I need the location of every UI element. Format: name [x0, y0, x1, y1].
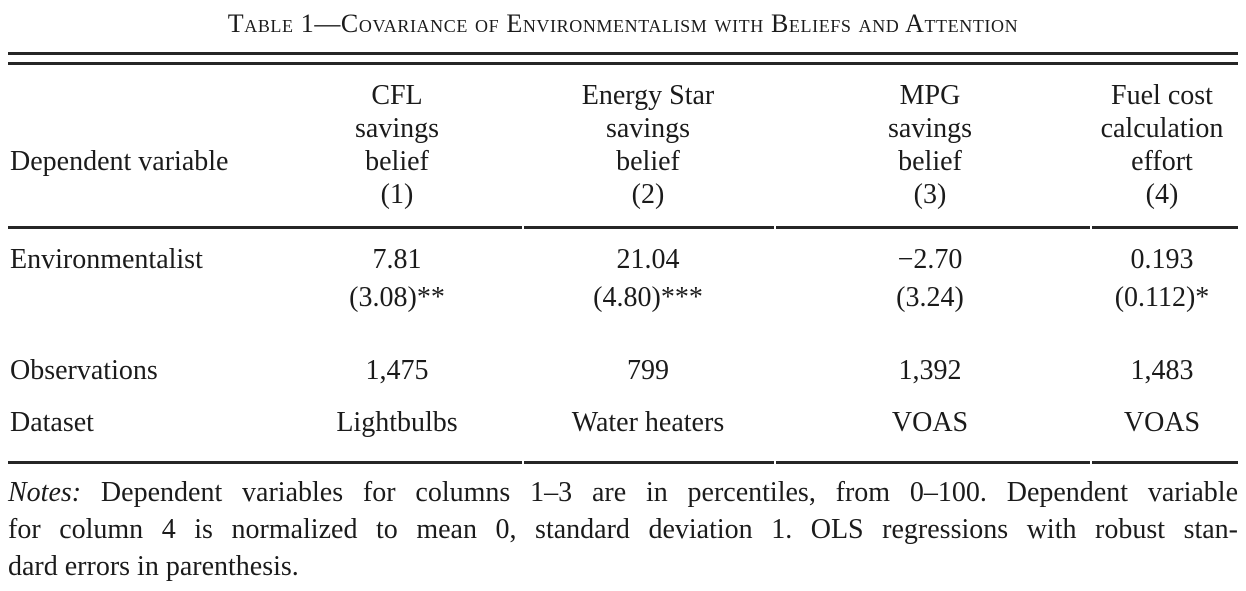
col1-line1: CFL [371, 80, 423, 111]
col4-line1: Fuel cost [1111, 80, 1213, 111]
row-label: Dataset [10, 407, 94, 438]
rule-segment [1092, 226, 1238, 229]
environmentalist-stderr-row: (3.08)** (4.80)*** (3.24) (0.112)* [8, 276, 1238, 314]
coef-cell: 21.04 [616, 244, 680, 275]
header-table: Dependent variable CFL savings belief (1… [8, 79, 1238, 211]
col1-line3: belief [365, 146, 429, 177]
observations-cell: 799 [627, 355, 669, 386]
dataset-cell: Lightbulbs [336, 407, 458, 438]
stderr-cell: (3.08)** [349, 282, 445, 313]
dataset-cell: Water heaters [571, 407, 725, 438]
observations-cell: 1,475 [365, 355, 429, 386]
col3-line3: belief [898, 146, 962, 177]
col4-number: (4) [1145, 179, 1179, 210]
stderr-cell: (3.24) [896, 282, 964, 313]
rule-segment [1092, 461, 1238, 464]
row-label: Environmentalist [10, 244, 203, 275]
row-label: Observations [10, 355, 158, 386]
spacer-row [8, 314, 1238, 354]
col2-line1: Energy Star [581, 80, 715, 111]
header-separator-rule [8, 226, 1238, 229]
stderr-cell: (4.80)*** [593, 282, 703, 313]
dependent-variable-header: Dependent variable [8, 79, 272, 211]
dataset-row: Dataset Lightbulbs Water heaters VOAS VO… [8, 387, 1238, 439]
rule-segment [8, 226, 522, 229]
column-header-1: CFL savings belief (1) [272, 79, 522, 211]
dependent-variable-label: Dependent variable [10, 146, 229, 177]
notes-line-2: for column 4 is normalized to mean 0, st… [8, 514, 1238, 545]
header-row: Dependent variable CFL savings belief (1… [8, 79, 1238, 211]
col3-line2: savings [888, 113, 972, 144]
col2-line3: belief [616, 146, 680, 177]
rule-segment [776, 226, 1090, 229]
table-title: Table 1—Covariance of Environmentalism w… [227, 9, 1019, 38]
rule-segment [524, 226, 774, 229]
observations-cell: 1,483 [1130, 355, 1194, 386]
col2-number: (2) [631, 179, 665, 210]
rule-segment [524, 461, 774, 464]
body-table: Environmentalist 7.81 21.04 −2.70 0.193 … [8, 241, 1238, 439]
row-label-empty [8, 276, 272, 314]
dataset-cell: VOAS [1123, 407, 1201, 438]
dataset-cell: VOAS [891, 407, 969, 438]
table-notes: Notes: Dependent variables for columns 1… [8, 474, 1238, 585]
stderr-cell: (0.112)* [1114, 282, 1210, 313]
bottom-rule [8, 461, 1238, 464]
col1-number: (1) [380, 179, 414, 210]
col1-line2: savings [355, 113, 439, 144]
rule-segment [776, 461, 1090, 464]
observations-row: Observations 1,475 799 1,392 1,483 [8, 354, 1238, 387]
observations-cell: 1,392 [898, 355, 962, 386]
coef-cell: −2.70 [897, 244, 963, 275]
coef-cell: 7.81 [372, 244, 422, 275]
rule-segment [8, 461, 522, 464]
col4-line3: effort [1131, 146, 1193, 177]
col4-line2: calculation [1100, 113, 1224, 144]
notes-line1-text: Dependent variables for columns 1–3 are … [81, 477, 1238, 508]
notes-label: Notes: [8, 477, 82, 508]
notes-line-3: dard errors in parenthesis. [8, 551, 299, 582]
top-double-rule [8, 52, 1238, 65]
column-header-4: Fuel cost calculation effort (4) [1086, 79, 1238, 211]
column-header-3: MPG savings belief (3) [774, 79, 1086, 211]
notes-line-1: Notes: Dependent variables for columns 1… [8, 474, 1238, 511]
col3-number: (3) [913, 179, 947, 210]
column-header-2: Energy Star savings belief (2) [522, 79, 774, 211]
col2-line2: savings [606, 113, 690, 144]
coef-cell: 0.193 [1130, 244, 1194, 275]
environmentalist-coefficient-row: Environmentalist 7.81 21.04 −2.70 0.193 [8, 241, 1238, 276]
col3-line1: MPG [899, 80, 961, 111]
